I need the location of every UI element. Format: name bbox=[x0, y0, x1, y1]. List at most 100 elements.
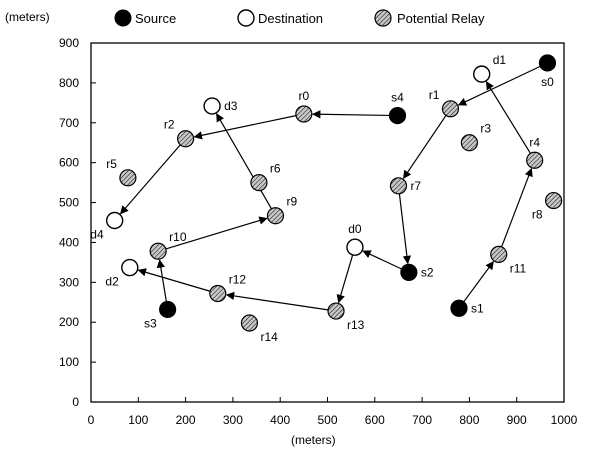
node-label-r8: r8 bbox=[532, 208, 543, 222]
node-r5 bbox=[119, 169, 137, 187]
y-tick-label: 600 bbox=[59, 156, 79, 170]
node-r9 bbox=[266, 207, 285, 225]
node-label-r7: r7 bbox=[410, 179, 421, 193]
edge-r11-r4 bbox=[501, 167, 533, 248]
edge-s2-d0 bbox=[362, 250, 402, 270]
source-marker-icon bbox=[114, 9, 132, 27]
edge-s3-r10 bbox=[156, 259, 167, 302]
node-label-d2: d2 bbox=[105, 275, 119, 289]
relay-marker-icon bbox=[374, 9, 392, 27]
x-tick-label: 900 bbox=[507, 413, 527, 427]
x-tick-label: 800 bbox=[459, 413, 479, 427]
node-label-s0: s0 bbox=[541, 75, 554, 89]
node-d2 bbox=[121, 258, 139, 277]
node-label-r13: r13 bbox=[347, 318, 365, 332]
route-edges bbox=[119, 65, 541, 311]
node-d0 bbox=[346, 238, 364, 256]
node-label-r2: r2 bbox=[164, 118, 175, 132]
edge-d0-r13 bbox=[336, 254, 354, 304]
node-s3 bbox=[159, 300, 177, 319]
edge-r1-r7 bbox=[402, 115, 447, 180]
y-tick-label: 400 bbox=[59, 235, 79, 249]
legend: Source Destination Potential Relay bbox=[114, 9, 485, 27]
y-axis-unit-label: (meters) bbox=[5, 10, 50, 24]
x-tick-label: 200 bbox=[176, 413, 196, 427]
node-d4 bbox=[105, 211, 124, 230]
node-label-r12: r12 bbox=[229, 273, 247, 287]
legend-source: Source bbox=[114, 9, 176, 27]
edge-r4-d1 bbox=[485, 81, 531, 154]
node-label-r11: r11 bbox=[510, 261, 527, 275]
node-label-r1: r1 bbox=[429, 88, 440, 102]
edge-s4-r0 bbox=[312, 110, 390, 119]
x-tick-label: 500 bbox=[317, 413, 337, 427]
node-r12 bbox=[209, 284, 227, 303]
edge-s0-r1 bbox=[457, 65, 541, 106]
legend-relay: Potential Relay bbox=[374, 9, 485, 27]
node-r0 bbox=[295, 105, 313, 123]
node-r10 bbox=[149, 242, 167, 260]
node-r2 bbox=[177, 130, 195, 148]
edge-r12-d2 bbox=[137, 268, 211, 292]
node-label-s4: s4 bbox=[391, 91, 404, 105]
node-label-s3: s3 bbox=[144, 316, 157, 330]
legend-relay-label: Potential Relay bbox=[397, 11, 485, 26]
legend-destination-label: Destination bbox=[258, 11, 323, 26]
node-r14 bbox=[240, 314, 259, 332]
y-tick-label: 800 bbox=[59, 76, 79, 90]
node-label-d1: d1 bbox=[493, 53, 507, 67]
node-label-r6: r6 bbox=[270, 162, 281, 176]
node-s2 bbox=[400, 263, 418, 281]
y-tick-label: 700 bbox=[59, 116, 79, 130]
y-tick-label: 300 bbox=[59, 275, 79, 289]
node-label-s1: s1 bbox=[471, 301, 484, 315]
x-tick-label: 0 bbox=[88, 413, 95, 427]
destination-marker-icon bbox=[237, 9, 255, 27]
x-tick-label: 100 bbox=[128, 413, 148, 427]
node-label-r3: r3 bbox=[480, 122, 491, 136]
edge-r7-s2 bbox=[398, 193, 412, 265]
plot-area bbox=[90, 42, 565, 403]
edge-r2-d4 bbox=[119, 144, 181, 215]
y-tick-label: 100 bbox=[59, 355, 79, 369]
x-tick-label: 300 bbox=[223, 413, 243, 427]
edge-r13-r12 bbox=[225, 291, 329, 311]
node-d3 bbox=[203, 97, 221, 115]
node-label-r10: r10 bbox=[169, 230, 187, 244]
y-tick-label: 200 bbox=[59, 315, 79, 329]
node-label-r4: r4 bbox=[529, 135, 540, 149]
node-label-r5: r5 bbox=[106, 157, 117, 171]
x-tick-label: 400 bbox=[270, 413, 290, 427]
node-r4 bbox=[526, 151, 544, 169]
y-tick-label: 0 bbox=[72, 395, 79, 409]
node-s1 bbox=[450, 299, 468, 317]
y-tick-label: 500 bbox=[59, 196, 79, 210]
node-label-r0: r0 bbox=[299, 89, 310, 103]
x-tick-label: 700 bbox=[412, 413, 432, 427]
node-s4 bbox=[388, 106, 407, 125]
node-label-s2: s2 bbox=[421, 265, 434, 279]
legend-source-label: Source bbox=[135, 11, 176, 26]
x-tick-label: 600 bbox=[365, 413, 385, 427]
node-label-r9: r9 bbox=[286, 195, 297, 209]
node-r6 bbox=[250, 174, 268, 192]
edge-s1-r11 bbox=[463, 260, 494, 303]
node-label-r14: r14 bbox=[260, 330, 278, 344]
legend-destination: Destination bbox=[237, 9, 323, 27]
edge-r0-r2 bbox=[193, 115, 297, 140]
node-r11 bbox=[490, 245, 508, 264]
node-d1 bbox=[472, 65, 491, 83]
node-r3 bbox=[460, 134, 478, 152]
node-label-d4: d4 bbox=[90, 228, 104, 242]
node-r8 bbox=[544, 191, 563, 210]
node-r7 bbox=[389, 177, 408, 195]
x-tick-label: 1000 bbox=[551, 413, 578, 427]
node-r1 bbox=[441, 100, 460, 118]
node-label-d3: d3 bbox=[224, 99, 238, 113]
network-nodes: s0 s1 s2 s3 s4 d0 d1 d2 d3 d4 r0 r1 r2 r3 r4 r5 r6 r7 r8 r9… bbox=[90, 53, 563, 344]
node-r13 bbox=[327, 302, 345, 320]
y-tick-label: 900 bbox=[59, 36, 79, 50]
edge-r9-d3 bbox=[216, 113, 272, 210]
axis-ticks: 0 100 200 300 400 500 600 700 800 900 1000 0 100 200 3… bbox=[59, 36, 578, 427]
